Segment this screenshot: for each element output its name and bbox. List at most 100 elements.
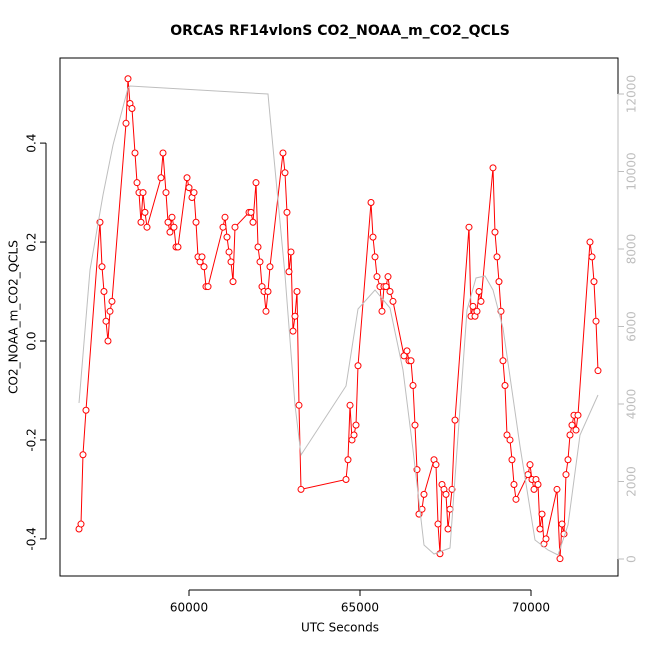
data-point — [491, 228, 499, 236]
data-point — [444, 525, 452, 533]
data-point — [384, 273, 392, 281]
data-point — [420, 490, 428, 498]
data-point — [592, 317, 600, 325]
x-tick-label: 70000 — [512, 601, 550, 615]
y2-tick-label: 12000 — [625, 75, 639, 113]
data-point — [293, 288, 301, 296]
data-point — [432, 461, 440, 469]
data-point — [229, 278, 237, 286]
data-point — [219, 223, 227, 231]
data-point — [538, 510, 546, 518]
data-point — [128, 104, 136, 112]
data-point — [508, 456, 516, 464]
x-axis-label: UTC Seconds — [301, 621, 379, 635]
data-point — [291, 312, 299, 320]
data-point — [283, 208, 291, 216]
data-point — [510, 480, 518, 488]
y-axis-label: CO2_NOAA_m_CO2_QCLS — [7, 240, 21, 394]
data-point — [371, 253, 379, 261]
data-point — [162, 189, 170, 197]
data-point — [100, 288, 108, 296]
data-point — [221, 213, 229, 221]
data-point — [141, 208, 149, 216]
data-point — [287, 248, 295, 256]
data-point — [225, 248, 233, 256]
data-point — [256, 258, 264, 266]
data-point — [192, 218, 200, 226]
data-point — [108, 297, 116, 305]
data-point — [534, 480, 542, 488]
y-tick-label: 0.2 — [25, 232, 39, 251]
data-point — [586, 238, 594, 246]
data-point — [131, 149, 139, 157]
data-point — [247, 208, 255, 216]
data-point — [389, 297, 397, 305]
y2-tick-label: 8000 — [625, 234, 639, 265]
data-point — [536, 525, 544, 533]
data-point — [530, 485, 538, 493]
data-point — [264, 288, 272, 296]
data-point — [411, 421, 419, 429]
data-point — [346, 401, 354, 409]
data-point — [465, 223, 473, 231]
y2-tick-label: 6000 — [625, 311, 639, 342]
data-point — [170, 223, 178, 231]
y2-tick-label: 4000 — [625, 389, 639, 420]
data-point — [279, 149, 287, 157]
data-point — [493, 253, 501, 261]
data-point — [190, 189, 198, 197]
y2-tick-label: 2000 — [625, 466, 639, 497]
y2-tick-label: 0 — [625, 555, 639, 563]
data-point — [285, 268, 293, 276]
data-point — [227, 258, 235, 266]
y-tick-label: -0.4 — [25, 527, 39, 550]
data-point — [185, 184, 193, 192]
data-point — [434, 520, 442, 528]
y2-tick-label: 10000 — [625, 152, 639, 190]
data-point — [451, 416, 459, 424]
data-point — [344, 456, 352, 464]
data-point — [568, 421, 576, 429]
data-point — [82, 406, 90, 414]
data-point — [473, 307, 481, 315]
data-point — [588, 253, 596, 261]
data-point — [446, 505, 454, 513]
data-point — [495, 278, 503, 286]
data-point — [564, 456, 572, 464]
series-line — [78, 85, 599, 556]
data-point — [469, 302, 477, 310]
data-point — [200, 263, 208, 271]
data-point — [572, 426, 580, 434]
data-point — [590, 278, 598, 286]
data-point — [342, 476, 350, 484]
data-point — [407, 357, 415, 365]
data-point — [104, 337, 112, 345]
data-point — [352, 421, 360, 429]
data-point — [183, 174, 191, 182]
data-point — [558, 520, 566, 528]
x-tick-label: 60000 — [170, 601, 208, 615]
data-point — [574, 411, 582, 419]
data-point — [556, 555, 564, 563]
data-point — [281, 169, 289, 177]
data-point — [448, 485, 456, 493]
data-point — [499, 357, 507, 365]
data-point — [204, 283, 212, 291]
data-point — [542, 535, 550, 543]
data-point — [553, 485, 561, 493]
data-point — [289, 327, 297, 335]
data-point — [297, 485, 305, 493]
data-point — [122, 119, 130, 127]
data-point — [252, 179, 260, 187]
data-point — [382, 283, 390, 291]
x-tick-label: 65000 — [341, 601, 379, 615]
data-point — [594, 367, 602, 375]
data-point — [295, 401, 303, 409]
data-point — [231, 223, 239, 231]
data-point — [369, 233, 377, 241]
data-point — [77, 520, 85, 528]
data-point — [367, 198, 375, 206]
data-point — [442, 490, 450, 498]
y-tick-label: 0.4 — [25, 134, 39, 153]
